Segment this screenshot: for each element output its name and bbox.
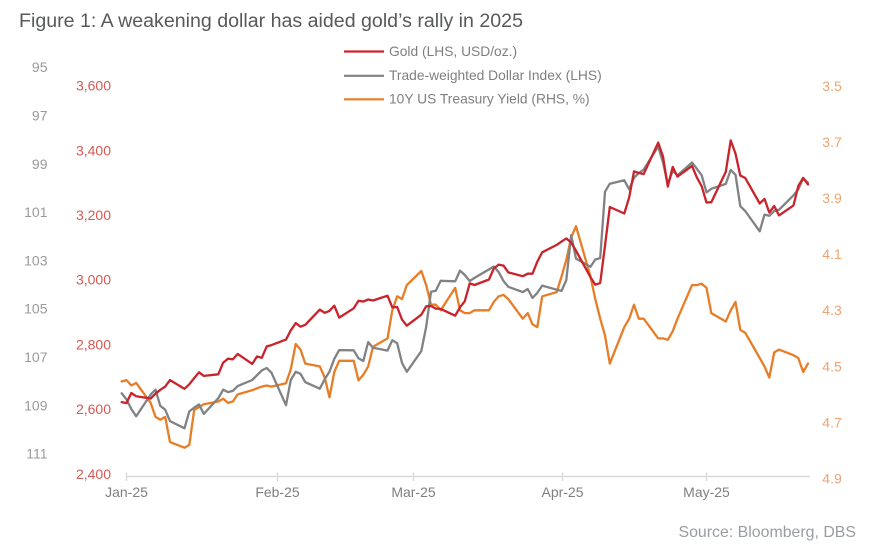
svg-text:3,400: 3,400 [76,142,111,158]
svg-text:Jan-25: Jan-25 [105,484,148,500]
svg-text:4.3: 4.3 [822,302,842,318]
svg-text:105: 105 [24,301,48,317]
svg-text:4.5: 4.5 [822,358,842,374]
svg-text:95: 95 [32,59,48,75]
svg-text:3,200: 3,200 [76,207,111,223]
svg-text:3,000: 3,000 [76,272,111,288]
svg-text:Mar-25: Mar-25 [391,484,436,500]
svg-text:4.7: 4.7 [822,414,842,430]
svg-text:Feb-25: Feb-25 [255,484,300,500]
svg-text:Source: Bloomberg, DBS: Source: Bloomberg, DBS [678,524,856,541]
svg-text:4.1: 4.1 [822,246,842,262]
svg-text:3.9: 3.9 [822,190,842,206]
svg-text:111: 111 [26,446,47,462]
svg-text:97: 97 [32,108,48,124]
svg-text:May-25: May-25 [683,484,730,500]
svg-text:Figure 1: A weakening dollar h: Figure 1: A weakening dollar has aided g… [19,10,523,32]
svg-text:103: 103 [24,252,48,268]
svg-text:3.7: 3.7 [822,134,842,150]
svg-text:2,400: 2,400 [76,466,111,482]
svg-text:Trade-weighted Dollar Index (L: Trade-weighted Dollar Index (LHS) [389,68,602,83]
svg-text:Gold (LHS, USD/oz.): Gold (LHS, USD/oz.) [389,44,517,59]
svg-text:3,600: 3,600 [76,78,111,94]
svg-text:109: 109 [24,397,48,413]
svg-text:3.5: 3.5 [822,78,842,94]
svg-text:4.9: 4.9 [822,471,842,487]
svg-text:Apr-25: Apr-25 [541,484,583,500]
svg-text:107: 107 [24,349,48,365]
svg-text:10Y US Treasury Yield (RHS, %): 10Y US Treasury Yield (RHS, %) [389,92,590,107]
svg-text:2,800: 2,800 [76,336,111,352]
svg-text:2,600: 2,600 [76,401,111,417]
svg-text:101: 101 [24,204,48,220]
svg-text:99: 99 [32,156,48,172]
